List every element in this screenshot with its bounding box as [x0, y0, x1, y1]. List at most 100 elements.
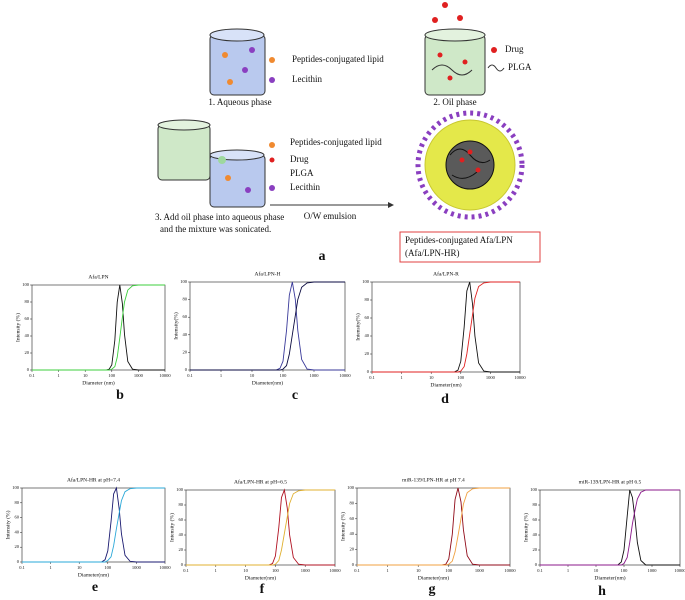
lecithin-icon	[269, 77, 275, 83]
x-tick-label: 10000	[159, 565, 171, 570]
y-tick-label: 60	[15, 515, 20, 520]
y-tick-label: 40	[183, 332, 188, 337]
y-tick-label: 80	[15, 500, 20, 505]
x-tick-label: 0.1	[19, 565, 25, 570]
product-label: Peptides-conjugated Afa/LPN	[405, 235, 513, 245]
caption: 1. Aqueous phase	[208, 97, 271, 107]
y-tick-label: 20	[350, 547, 355, 552]
y-tick-label: 60	[25, 316, 30, 321]
plot-frame	[21, 487, 166, 563]
y-tick-label: 0	[181, 562, 184, 567]
y-tick-label: 80	[179, 502, 184, 507]
x-tick-label: 1000	[310, 373, 320, 378]
label: Peptides-conjugated lipid	[292, 54, 384, 64]
y-tick-label: 80	[183, 297, 188, 302]
x-tick-label: 10	[594, 568, 599, 573]
x-tick-label: 1000	[486, 375, 496, 380]
y-tick-label: 80	[365, 297, 370, 302]
x-tick-label: 100	[280, 373, 288, 378]
panel-letter: d	[441, 392, 449, 407]
x-tick-label: 1	[386, 568, 388, 573]
arrow-label: O/W emulsion	[304, 211, 357, 221]
x-tick-label: 10	[77, 565, 82, 570]
data-line	[540, 489, 680, 566]
x-tick-label: 10000	[514, 375, 526, 380]
y-axis-label: Intensity(%)	[354, 313, 361, 341]
panel-letter: h	[598, 584, 606, 599]
data-line	[22, 487, 165, 563]
y-tick-label: 40	[179, 532, 184, 537]
x-tick-label: 1000	[134, 373, 144, 378]
y-tick-label: 40	[350, 531, 355, 536]
x-tick-label: 100	[272, 568, 280, 573]
y-tick-label: 0	[367, 369, 370, 374]
label: PLGA	[508, 62, 532, 72]
data-line	[32, 284, 165, 371]
y-tick-label: 80	[350, 500, 355, 505]
x-tick-label: 1	[49, 565, 51, 570]
data-line	[186, 489, 335, 566]
lipid-icon	[269, 57, 275, 63]
x-tick-label: 1	[215, 568, 217, 573]
y-tick-label: 60	[365, 315, 370, 320]
x-tick-label: 10	[429, 375, 434, 380]
x-tick-label: 100	[457, 375, 465, 380]
x-axis-label: Diameter(nm)	[78, 571, 109, 578]
y-tick-label: 60	[183, 314, 188, 319]
y-tick-label: 60	[533, 517, 538, 522]
x-tick-label: 10000	[329, 568, 341, 573]
panel-letter: f	[260, 582, 265, 597]
x-axis-label: Diameter(nm)	[594, 574, 625, 581]
y-tick-label: 60	[350, 516, 355, 521]
x-axis-label: Diameter(nm)	[430, 381, 461, 388]
y-axis-label: Intensity (%)	[522, 513, 529, 542]
y-tick-label: 40	[533, 532, 538, 537]
y-tick-label: 80	[25, 299, 30, 304]
x-tick-label: 10	[243, 568, 248, 573]
y-tick-label: 40	[365, 333, 370, 338]
y-tick-label: 100	[362, 279, 370, 284]
caption: 3. Add oil phase into aqueous phase	[155, 212, 284, 222]
y-tick-label: 20	[15, 544, 20, 549]
x-tick-label: 1000	[475, 568, 485, 573]
data-line	[190, 281, 345, 371]
x-tick-label: 1000	[301, 568, 311, 573]
y-tick-label: 100	[22, 282, 30, 287]
nanoparticle	[415, 110, 525, 220]
plot-frame	[356, 487, 511, 566]
product-box	[399, 231, 541, 263]
label: PLGA	[290, 168, 314, 178]
data-line	[186, 488, 335, 566]
y-tick-label: 20	[25, 350, 30, 355]
chart-title: Afa/LPN	[88, 273, 108, 280]
x-tick-label: 1	[400, 375, 402, 380]
chart-title: miR-139/LPN-HR at pH 7.4	[402, 477, 465, 483]
caption: 2. Oil phase	[433, 97, 476, 107]
y-tick-label: 100	[530, 487, 538, 492]
plot-frame	[189, 281, 346, 371]
y-tick-label: 0	[17, 559, 20, 564]
x-tick-label: 0.1	[29, 373, 35, 378]
oil-beaker	[424, 2, 486, 96]
x-tick-label: 1	[220, 373, 222, 378]
x-tick-label: 0.1	[183, 568, 189, 573]
y-tick-label: 20	[365, 351, 370, 356]
x-tick-label: 0.1	[537, 568, 543, 573]
data-line	[357, 487, 510, 566]
label: Drug	[505, 44, 524, 54]
plot-frame	[371, 281, 521, 373]
y-tick-label: 20	[179, 547, 184, 552]
plot-frame	[31, 284, 166, 371]
chart-title: miR-139/LPN-HR at pH 6.5	[579, 479, 642, 485]
x-tick-label: 100	[621, 568, 629, 573]
y-tick-label: 40	[25, 333, 30, 338]
label: Drug	[290, 154, 309, 164]
chart-title: Afa/LPN-R	[433, 270, 459, 277]
y-tick-label: 60	[179, 517, 184, 522]
x-tick-label: 10	[250, 373, 255, 378]
arrow-head	[388, 202, 394, 208]
drug-icon	[491, 47, 497, 53]
label: Peptides-conjugated lipid	[290, 137, 382, 147]
x-tick-label: 0.1	[369, 375, 375, 380]
